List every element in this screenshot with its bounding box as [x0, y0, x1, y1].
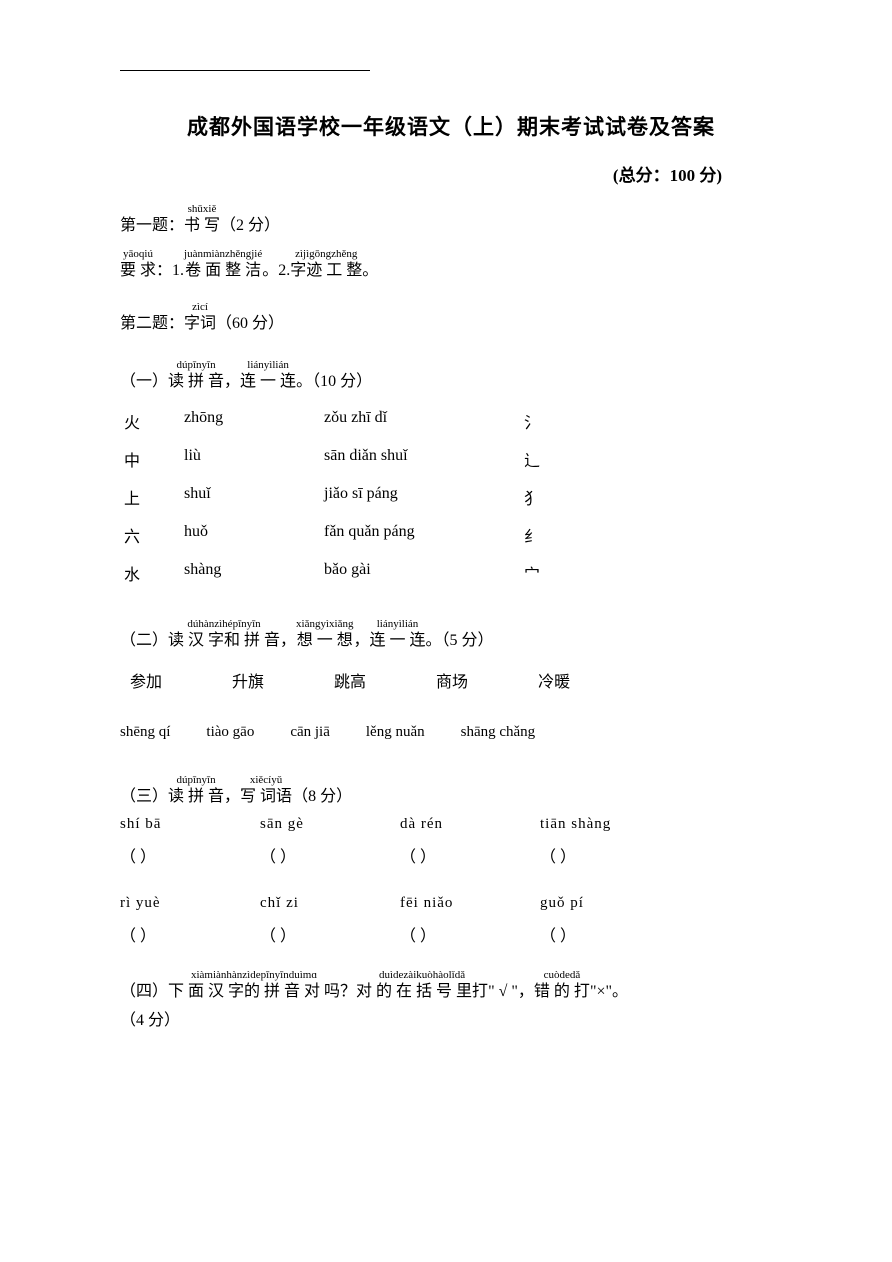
match-cell: 犭 [524, 485, 604, 509]
header-rule [120, 70, 370, 71]
pinyin-item: tiào gāo [206, 724, 254, 741]
pinyin-cell: sān gè [260, 816, 400, 833]
pinyin-item: shēng qí [120, 724, 170, 741]
match-cell: sān diǎn shuǐ [324, 447, 524, 471]
q2-3-grid: shí bāsān gèdà réntiān shàng（ ）（ ）（ ）（ ）… [120, 816, 782, 946]
q1-ruby: shūxiě 书 写 [184, 204, 220, 235]
q2-4-points: （4 分） [120, 1011, 782, 1032]
match-cell: 氵 [524, 409, 604, 433]
q1-prefix: 第一题： [120, 216, 184, 235]
q2-3-heading: （三） dúpīnyīn 读 拼 音 ， xiěcíyǔ 写 词语 （8 分） [120, 775, 782, 806]
match-cell: liù [184, 447, 324, 471]
match-cell: jiǎo sī páng [324, 485, 524, 509]
match-cell: fǎn quǎn páng [324, 523, 524, 547]
pinyin-cell: chǐ zi [260, 895, 400, 912]
blank-cell: （ ） [120, 922, 260, 946]
blank-cell: （ ） [540, 922, 680, 946]
match-cell: bǎo gài [324, 561, 524, 585]
q1-req1: juànmiànzhěngjié 卷 面 整 洁 [184, 249, 262, 280]
blank-cell: （ ） [400, 922, 540, 946]
q1-req2: zìjìgōngzhěng 字迹 工 整 [290, 249, 362, 280]
match-cell: 火 [124, 409, 184, 433]
word-item: 升旗 [232, 668, 264, 692]
pinyin-item: lěng nuǎn [366, 724, 425, 741]
word-item: 冷暖 [538, 668, 570, 692]
q1-requirement: yāoqiú 要 求 ：1. juànmiànzhěngjié 卷 面 整 洁 … [120, 249, 782, 280]
pinyin-cell: fēi niǎo [400, 895, 540, 912]
q1-req-prefix: yāoqiú 要 求 [120, 249, 156, 280]
match-cell: shàng [184, 561, 324, 585]
pinyin-cell: dà rén [400, 816, 540, 833]
blank-cell: （ ） [120, 843, 260, 867]
q2-4-heading: （四） xiàmiànhànzìdepīnyīnduìmɑ 下 面 汉 字的 拼… [120, 970, 782, 1001]
q2-ruby: zìcí 字词 [184, 302, 216, 333]
q1-points: （2 分） [220, 216, 280, 235]
blank-cell: （ ） [400, 843, 540, 867]
q2-prefix: 第二题： [120, 314, 184, 333]
pinyin-cell: tiān shàng [540, 816, 680, 833]
q2-2-pinyin-row: shēng qí tiào gāo cān jiā lěng nuǎn shāng ch… [120, 724, 782, 741]
q2-1-match-table: 火zhōngzǒu zhī dǐ氵中liùsān diǎn shuǐ辶上shuǐ… [124, 409, 782, 585]
match-cell: 上 [124, 485, 184, 509]
blank-cell: （ ） [540, 843, 680, 867]
match-cell: 辶 [524, 447, 604, 471]
match-cell: 六 [124, 523, 184, 547]
word-item: 参加 [130, 668, 162, 692]
q2-heading: 第二题： zìcí 字词 （60 分） [120, 302, 782, 333]
match-cell: 水 [124, 561, 184, 585]
match-cell: 中 [124, 447, 184, 471]
match-cell: shuǐ [184, 485, 324, 509]
pinyin-cell: guǒ pí [540, 895, 680, 912]
match-cell: 宀 [524, 561, 604, 585]
pinyin-item: shāng chǎng [461, 724, 536, 741]
blank-cell: （ ） [260, 922, 400, 946]
doc-title: 成都外国语学校一年级语文（上）期末考试试卷及答案 [120, 111, 782, 141]
q1-heading: 第一题： shūxiě 书 写 （2 分） [120, 204, 782, 235]
total-score: (总分：100 分) [120, 161, 722, 186]
blank-cell: （ ） [260, 843, 400, 867]
pinyin-cell: shí bā [120, 816, 260, 833]
pinyin-cell: rì yuè [120, 895, 260, 912]
match-cell: zǒu zhī dǐ [324, 409, 524, 433]
match-cell: zhōng [184, 409, 324, 433]
document-page: 成都外国语学校一年级语文（上）期末考试试卷及答案 (总分：100 分) 第一题：… [0, 0, 892, 1106]
q2-1-heading: （一） dúpīnyīn 读 拼 音 ， liányìlián 连 一 连 。（… [120, 360, 782, 391]
match-cell: 纟 [524, 523, 604, 547]
q2-2-words-row: 参加 升旗 跳高 商场 冷暖 [130, 668, 782, 692]
q2-points: （60 分） [216, 314, 284, 333]
word-item: 商场 [436, 668, 468, 692]
q2-2-heading: （二） dúhànzìhépīnyīn 读 汉 字和 拼 音 ， xiǎngyì… [120, 619, 782, 650]
word-item: 跳高 [334, 668, 366, 692]
match-cell: huǒ [184, 523, 324, 547]
pinyin-item: cān jiā [290, 724, 330, 741]
